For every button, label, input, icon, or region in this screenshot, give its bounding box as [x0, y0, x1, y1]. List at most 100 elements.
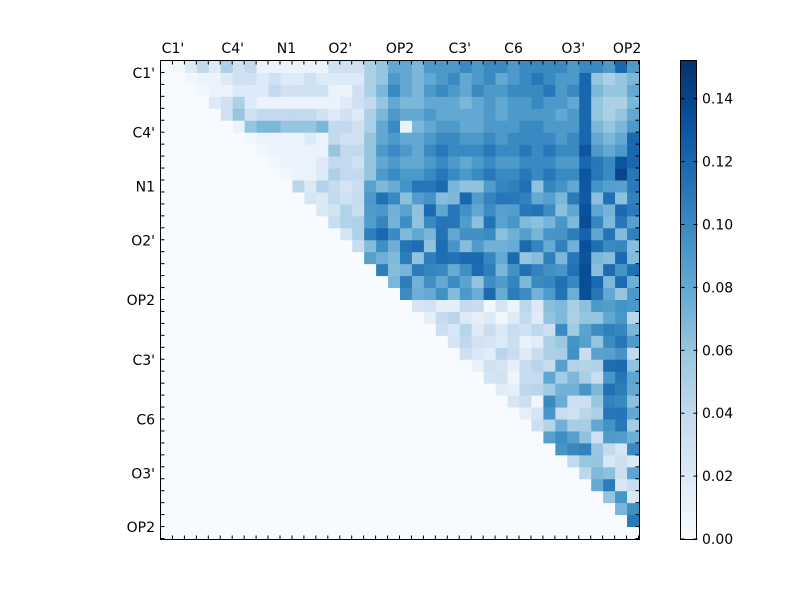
heatmap-cell: [232, 84, 245, 98]
heatmap-cell: [579, 156, 592, 169]
heatmap-cell: [519, 264, 532, 277]
heatmap-cell: [459, 156, 472, 169]
heatmap-cell: [603, 467, 616, 480]
heatmap-cell: [340, 503, 353, 516]
heatmap-cell: [256, 168, 269, 181]
heatmap-cell: [471, 180, 484, 193]
heatmap-cell: [459, 383, 472, 396]
heatmap-cell: [304, 515, 317, 528]
heatmap-cell: [435, 527, 449, 540]
heatmap-cell: [388, 371, 401, 384]
heatmap-cell: [292, 371, 305, 384]
heatmap-cell: [400, 323, 413, 337]
heatmap-cell: [567, 491, 580, 504]
heatmap-cell: [220, 383, 233, 396]
heatmap-cell: [220, 479, 233, 492]
heatmap-cell: [495, 431, 508, 444]
heatmap-cell: [483, 407, 496, 420]
heatmap-cell: [507, 84, 520, 98]
heatmap-cell: [316, 276, 329, 289]
heatmap-cell: [615, 300, 628, 313]
heatmap-cell: [400, 61, 413, 74]
heatmap-cell: [244, 168, 257, 181]
heatmap-cell: [340, 96, 353, 110]
heatmap-cell: [172, 204, 186, 217]
heatmap-cell: [316, 61, 329, 74]
heatmap-cell: [208, 323, 222, 337]
heatmap-cell: [483, 108, 496, 122]
heatmap-cell: [579, 395, 592, 408]
heatmap-cell: [388, 180, 401, 193]
heatmap-cell: [579, 192, 592, 205]
heatmap-cell: [161, 503, 174, 516]
heatmap-cell: [459, 180, 472, 193]
heatmap-cell: [172, 192, 186, 205]
heatmap-cell: [483, 515, 496, 528]
heatmap-cell: [471, 144, 484, 157]
heatmap-cell: [567, 395, 580, 408]
heatmap-cell: [376, 120, 389, 133]
heatmap-cell: [591, 479, 604, 492]
heatmap-cell: [208, 479, 222, 492]
heatmap-cell: [411, 288, 425, 301]
heatmap-cell: [328, 383, 341, 396]
heatmap-cell: [161, 311, 174, 325]
heatmap-cell: [268, 144, 281, 157]
heatmap-cell: [196, 61, 210, 74]
heatmap-cell: [543, 144, 556, 157]
heatmap-cell: [471, 347, 484, 361]
heatmap-cell: [352, 144, 365, 157]
heatmap-cell: [519, 61, 532, 74]
heatmap-cell: [161, 120, 174, 133]
heatmap-cell: [304, 192, 317, 205]
heatmap-cell: [627, 84, 640, 98]
heatmap-cell: [447, 156, 461, 169]
heatmap-cell: [388, 335, 401, 349]
heatmap-cell: [244, 467, 257, 480]
heatmap-cell: [507, 395, 520, 408]
heatmap-cell: [411, 61, 425, 74]
heatmap-cell: [184, 192, 198, 205]
heatmap-cell: [543, 431, 556, 444]
heatmap-cell: [483, 252, 496, 265]
heatmap-cell: [459, 108, 472, 122]
heatmap-cell: [567, 300, 580, 313]
heatmap-cell: [184, 156, 198, 169]
heatmap-cell: [543, 323, 556, 337]
heatmap-cell: [376, 515, 389, 528]
heatmap-cell: [627, 323, 640, 337]
heatmap-cell: [232, 395, 245, 408]
heatmap-cell: [495, 467, 508, 480]
heatmap-cell: [268, 431, 281, 444]
heatmap-cell: [352, 288, 365, 301]
heatmap-cell: [280, 228, 293, 241]
heatmap-cell: [603, 84, 616, 98]
heatmap-cell: [388, 395, 401, 408]
heatmap-cell: [256, 491, 269, 504]
heatmap-cell: [447, 61, 461, 74]
heatmap-cell: [352, 132, 365, 145]
heatmap-cell: [196, 335, 210, 349]
heatmap-cell: [256, 347, 269, 361]
heatmap-cell: [388, 108, 401, 122]
heatmap-cell: [280, 156, 293, 169]
heatmap-cell: [519, 395, 532, 408]
heatmap-cell: [292, 359, 305, 372]
heatmap-cell: [244, 419, 257, 432]
heatmap-cell: [304, 228, 317, 241]
heatmap-cell: [244, 288, 257, 301]
heatmap-cell: [531, 96, 544, 110]
heatmap-cell: [411, 72, 425, 86]
heatmap-cell: [161, 276, 174, 289]
heatmap-cell: [340, 252, 353, 265]
heatmap-cell: [280, 503, 293, 516]
heatmap-cell: [352, 467, 365, 480]
heatmap-cell: [555, 288, 568, 301]
heatmap-cell: [196, 300, 210, 313]
heatmap-cell: [208, 359, 222, 372]
heatmap-cell: [615, 144, 628, 157]
heatmap-cell: [447, 311, 461, 325]
heatmap-cell: [627, 132, 640, 145]
heatmap-cell: [603, 515, 616, 528]
heatmap-cell: [567, 204, 580, 217]
